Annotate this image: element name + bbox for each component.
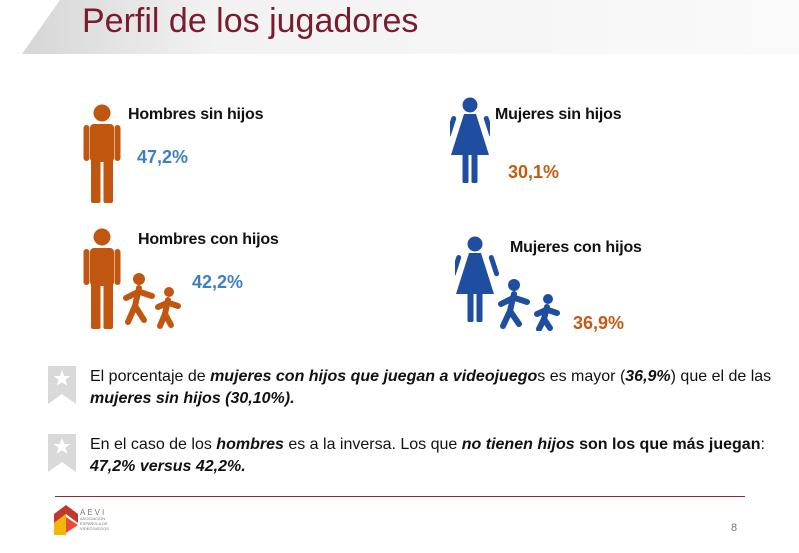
logo-name: AEVI [80, 508, 107, 517]
header-background [22, 0, 799, 54]
label-men-kids: Hombres con hijos [138, 231, 279, 248]
value-women-no-kids: 30,1% [508, 162, 560, 182]
header-banner: Perfil de los jugadores [0, 0, 799, 54]
star-bookmark-icon [48, 434, 76, 472]
star-bookmark-icon [48, 366, 76, 404]
man-with-kids-icon [83, 228, 181, 329]
bullet-text: El porcentaje de mujeres con hijos que j… [90, 368, 772, 407]
logo-subtitle: ASOCIACIÓN ESPAÑOLA DE VIDEOJUEGOS [80, 516, 109, 531]
value-men-no-kids: 47,2% [137, 147, 189, 167]
man-icon [83, 104, 121, 203]
page-number: 8 [731, 522, 738, 534]
label-women-no-kids: Mujeres sin hijos [495, 106, 622, 123]
value-women-kids: 36,9% [573, 313, 625, 333]
bullet-item: El porcentaje de mujeres con hijos que j… [48, 366, 788, 412]
woman-icon [450, 97, 490, 183]
label-women-kids: Mujeres con hijos [510, 239, 642, 256]
aevi-logo-icon [54, 505, 78, 535]
footer-divider [55, 496, 745, 497]
page-title: Perfil de los jugadores [82, 2, 419, 40]
value-men-kids: 42,2% [192, 272, 244, 292]
bullet-text: En el caso de los hombres es a la invers… [90, 436, 765, 475]
bullet-item: En el caso de los hombres es a la invers… [48, 434, 788, 480]
woman-with-kids-icon [455, 236, 560, 331]
label-men-no-kids: Hombres sin hijos [128, 106, 264, 123]
